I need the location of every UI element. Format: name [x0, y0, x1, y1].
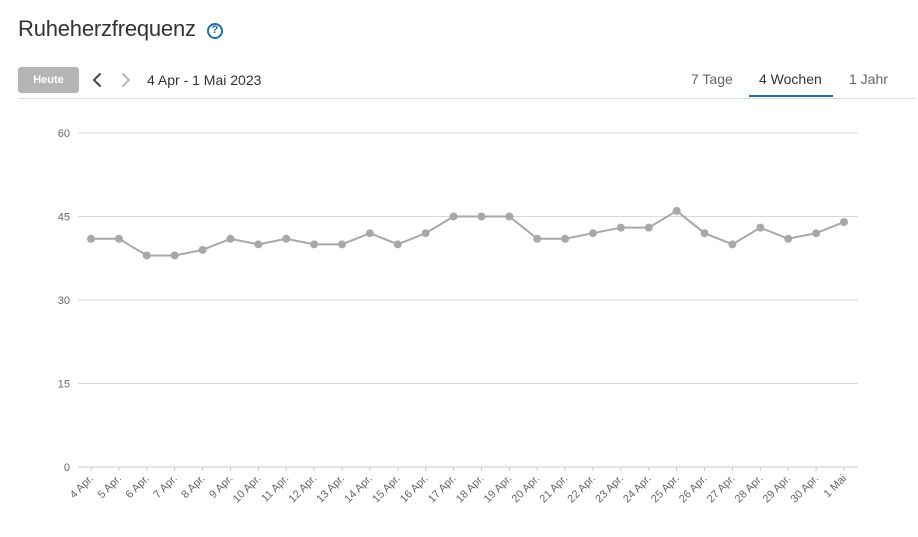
x-tick-label: 1 Mai — [822, 473, 850, 501]
data-point — [282, 234, 291, 243]
page-title: Ruheherzfrequenz — [18, 16, 196, 41]
y-tick-label: 0 — [64, 462, 70, 474]
data-point — [616, 223, 625, 232]
y-tick-label: 60 — [58, 128, 70, 140]
data-point — [338, 240, 346, 249]
x-tick-label: 16 Apr. — [398, 473, 431, 506]
chevron-left-icon[interactable] — [90, 71, 106, 89]
y-tick-label: 45 — [58, 212, 70, 224]
data-point — [198, 245, 207, 254]
series-line — [91, 209, 845, 257]
data-point — [421, 229, 430, 238]
data-point — [449, 212, 458, 221]
data-point — [393, 240, 402, 249]
tab-1-year[interactable]: 1 Jahr — [849, 71, 888, 87]
x-tick-label: 8 Apr. — [179, 473, 207, 501]
x-tick-label: 12 Apr. — [287, 473, 320, 506]
date-toolbar: Heute 4 Apr - 1 Mai 2023 7 Tage 4 Wochen… — [18, 67, 915, 99]
data-point — [728, 240, 737, 249]
x-tick-label: 5 Apr. — [96, 473, 124, 501]
data-point — [226, 234, 235, 243]
title-row: Ruheherzfrequenz ? — [18, 14, 223, 44]
x-tick-label: 6 Apr. — [124, 473, 152, 501]
data-point — [170, 251, 179, 260]
active-tab-indicator — [749, 95, 833, 97]
data-point — [310, 240, 319, 249]
question-circle-icon[interactable]: ? — [206, 22, 223, 39]
x-tick-label: 7 Apr. — [151, 473, 179, 501]
data-point — [784, 234, 793, 243]
x-tick-label: 10 Apr. — [231, 473, 264, 506]
data-point — [505, 212, 514, 221]
data-point — [114, 234, 123, 243]
x-tick-label: 26 Apr. — [677, 473, 710, 506]
x-tick-label: 28 Apr. — [733, 473, 766, 506]
period-tabs: 7 Tage 4 Wochen 1 Jahr — [665, 67, 915, 98]
x-tick-label: 22 Apr. — [565, 473, 598, 506]
data-point — [840, 218, 848, 227]
x-tick-label: 13 Apr. — [314, 473, 347, 506]
data-point — [700, 229, 709, 238]
x-tick-label: 29 Apr. — [761, 473, 794, 506]
heart-rate-chart: 0 15 30 45 60 4 Apr. 5 Apr. 6 Apr. 7 Apr. 8 Apr. 9… — [0, 100, 918, 532]
today-button[interactable]: Heute — [18, 67, 79, 93]
x-tick-label: 4 Apr. — [68, 473, 96, 501]
x-tick-label: 27 Apr. — [705, 473, 738, 506]
x-tick-label: 24 Apr. — [621, 473, 654, 506]
x-tick-label: 14 Apr. — [342, 473, 375, 506]
x-tick-label: 21 Apr. — [538, 473, 571, 506]
data-point — [589, 229, 597, 238]
x-tick-label: 25 Apr. — [649, 473, 682, 506]
x-tick-label: 15 Apr. — [370, 473, 403, 506]
data-point — [756, 223, 765, 232]
x-tick-label: 11 Apr. — [259, 473, 291, 505]
data-point — [533, 234, 542, 243]
data-point — [812, 229, 821, 238]
data-point — [672, 206, 681, 215]
x-tick-label: 17 Apr. — [426, 473, 459, 506]
x-tick-label: 23 Apr. — [593, 473, 626, 506]
tab-7-days[interactable]: 7 Tage — [691, 71, 733, 87]
y-tick-label: 15 — [58, 379, 70, 391]
data-point — [142, 251, 151, 260]
x-tick-label: 19 Apr. — [482, 473, 515, 506]
date-range-label: 4 Apr - 1 Mai 2023 — [147, 72, 262, 88]
data-point — [254, 240, 263, 249]
y-tick-label: 30 — [58, 295, 70, 307]
data-point — [365, 229, 374, 238]
data-point — [644, 223, 653, 232]
data-point — [477, 212, 486, 221]
x-tick-label: 18 Apr. — [454, 473, 487, 506]
x-tick-label: 20 Apr. — [510, 473, 543, 506]
chevron-right-icon[interactable] — [117, 71, 133, 89]
x-tick-label: 30 Apr. — [789, 473, 822, 506]
data-point — [561, 234, 570, 243]
tab-4-weeks[interactable]: 4 Wochen — [759, 71, 822, 87]
data-point — [87, 234, 95, 243]
